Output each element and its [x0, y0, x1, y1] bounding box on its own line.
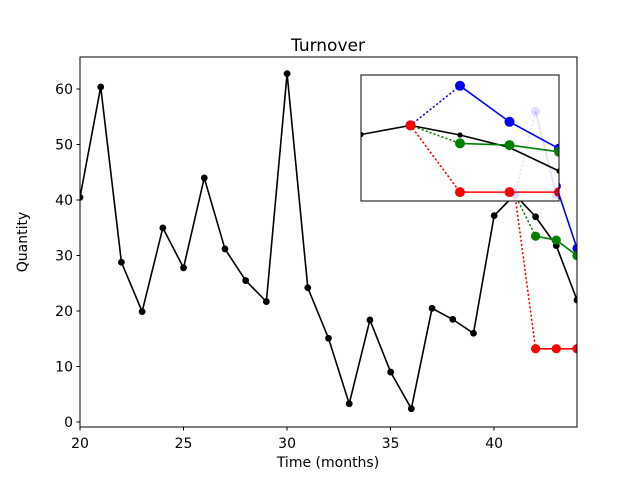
y-tick-label: 10 [55, 360, 73, 376]
y-tick-label: 30 [55, 249, 73, 265]
faded-scenario-overlay [510, 106, 561, 200]
series-scenario-red [405, 120, 559, 198]
series-history [80, 70, 577, 413]
inset-series [361, 80, 559, 198]
x-axis-label: Time (months) [276, 455, 379, 471]
y-tick-label: 0 [64, 415, 73, 431]
series-scenario-faded [510, 106, 561, 200]
inset-border [360, 74, 560, 202]
y-tick-label: 40 [55, 193, 73, 209]
x-tick-label: 35 [382, 436, 400, 452]
x-tick-label: 30 [278, 436, 296, 452]
axis-ticks: 20 25 30 35 40 0 10 20 30 40 50 60 [55, 82, 503, 452]
y-tick-label: 50 [55, 138, 73, 154]
chart-title: Turnover [290, 36, 365, 56]
axes-border [79, 56, 578, 428]
x-tick-label: 20 [71, 436, 89, 452]
y-axis-label: Quantity [15, 212, 31, 273]
inset-axes [360, 74, 560, 202]
inset-background [361, 75, 559, 201]
x-tick-label: 40 [485, 436, 503, 452]
x-tick-label: 25 [175, 436, 193, 452]
y-tick-label: 20 [55, 304, 73, 320]
y-tick-label: 60 [55, 82, 73, 98]
